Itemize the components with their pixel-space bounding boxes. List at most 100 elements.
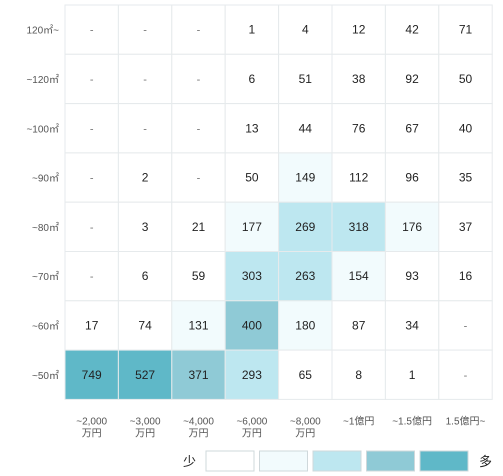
heatmap-cell bbox=[384, 103, 440, 154]
column-label: ~2,000 bbox=[76, 416, 107, 427]
cell-value-label: 34 bbox=[405, 318, 419, 332]
cell-value-label: - bbox=[197, 123, 201, 135]
column-label: ~8,000 bbox=[290, 416, 321, 427]
cell-value-label: 112 bbox=[349, 171, 368, 185]
column-label: 万円 bbox=[82, 428, 102, 439]
cell-value-label: - bbox=[143, 123, 147, 135]
cell-value-label: 50 bbox=[245, 171, 259, 185]
column-labels: ~2,000万円~3,000万円~4,000万円~6,000万円~8,000万円… bbox=[76, 414, 485, 439]
cell-value-label: 92 bbox=[405, 72, 419, 86]
legend-swatch bbox=[366, 450, 415, 472]
cell-value-label: 65 bbox=[299, 368, 313, 382]
column-label: 万円 bbox=[295, 428, 315, 439]
heatmap-cell bbox=[224, 152, 280, 203]
cell-value-label: 51 bbox=[299, 72, 313, 86]
heatmap-cell bbox=[224, 349, 280, 400]
cell-value-label: 21 bbox=[192, 220, 206, 234]
row-label: ~120㎡ bbox=[26, 74, 59, 86]
cell-value-label: 303 bbox=[242, 269, 262, 283]
cell-value-label: - bbox=[90, 271, 94, 283]
cell-value-label: 93 bbox=[405, 269, 419, 283]
row-label: ~100㎡ bbox=[26, 123, 59, 135]
cell-value-label: 2 bbox=[142, 171, 149, 185]
cell-value-label: 74 bbox=[138, 318, 152, 332]
heatmap-cell bbox=[438, 349, 493, 400]
heatmap-cell bbox=[117, 4, 173, 55]
row-label: ~90㎡ bbox=[32, 173, 59, 185]
cell-value-label: 67 bbox=[405, 121, 419, 135]
cell-value-label: 1 bbox=[409, 368, 416, 382]
heatmap-cell bbox=[117, 103, 173, 154]
heatmap-cell bbox=[64, 349, 119, 400]
column-label: 1.5億円~ bbox=[446, 414, 486, 427]
heatmap-cell bbox=[64, 4, 119, 55]
row-label: ~50㎡ bbox=[32, 370, 59, 382]
cell-value-label: 87 bbox=[352, 318, 366, 332]
heatmap-cell bbox=[331, 4, 386, 55]
heatmap-cell bbox=[171, 349, 226, 400]
cell-value-label: 76 bbox=[352, 121, 366, 135]
heatmap-cell bbox=[278, 152, 333, 203]
heatmap-cell bbox=[438, 201, 493, 252]
cell-value-label: 371 bbox=[188, 368, 208, 382]
cell-value-label: 16 bbox=[459, 269, 473, 283]
cell-value-label: 527 bbox=[135, 368, 155, 382]
heatmap-cell bbox=[438, 103, 493, 154]
heatmap-cell bbox=[64, 103, 119, 154]
heatmap-cell bbox=[171, 4, 226, 55]
row-label: ~70㎡ bbox=[32, 271, 59, 283]
heatmap-cell bbox=[331, 53, 386, 105]
heatmap-cell bbox=[331, 349, 386, 400]
legend-swatches bbox=[205, 450, 469, 472]
heatmap-cell bbox=[278, 251, 333, 302]
cell-value-label: 44 bbox=[299, 121, 313, 135]
heatmap-cell bbox=[438, 4, 493, 55]
cell-value-label: 40 bbox=[459, 121, 473, 135]
cell-value-label: 37 bbox=[459, 220, 473, 234]
heatmap-cell bbox=[384, 251, 440, 302]
cell-value-label: - bbox=[143, 25, 147, 37]
heatmap-cell bbox=[171, 251, 226, 302]
cell-value-label: - bbox=[464, 370, 468, 382]
cell-value-label: 17 bbox=[85, 318, 99, 332]
cell-value-label: 177 bbox=[242, 220, 262, 234]
legend-high-label: 多 bbox=[479, 454, 492, 469]
legend-swatch bbox=[259, 450, 308, 472]
cell-value-label: 293 bbox=[242, 368, 262, 382]
heatmap-cell bbox=[331, 251, 386, 302]
column-label: 万円 bbox=[189, 428, 209, 439]
cell-value-label: 13 bbox=[245, 121, 259, 135]
cell-value-label: 318 bbox=[349, 220, 369, 234]
cell-value-label: 400 bbox=[242, 318, 262, 332]
heatmap-cell bbox=[64, 152, 119, 203]
legend-low-label: 少 bbox=[183, 454, 196, 469]
cell-value-label: 749 bbox=[82, 368, 102, 382]
legend: 少 多 bbox=[183, 450, 492, 472]
heatmap-cell bbox=[171, 300, 226, 351]
heatmap-cell bbox=[64, 300, 119, 351]
cell-value-label: 50 bbox=[459, 72, 473, 86]
cell-value-label: - bbox=[143, 74, 147, 86]
cell-value-label: 42 bbox=[405, 23, 419, 37]
heatmap-cell bbox=[438, 300, 493, 351]
heatmap-cell bbox=[384, 152, 440, 203]
row-label: 120㎡~ bbox=[26, 25, 59, 37]
cell-value-label: 131 bbox=[188, 318, 208, 332]
cell-value-label: 4 bbox=[302, 23, 309, 37]
cell-value-label: 176 bbox=[402, 220, 422, 234]
cell-value-label: 12 bbox=[352, 23, 366, 37]
cell-value-label: 269 bbox=[295, 220, 315, 234]
column-label: ~4,000 bbox=[183, 416, 214, 427]
heatmap-cell bbox=[438, 53, 493, 105]
row-label: ~80㎡ bbox=[32, 222, 59, 234]
cell-value-label: 71 bbox=[459, 23, 473, 37]
cell-value-label: - bbox=[197, 74, 201, 86]
cell-value-label: - bbox=[90, 123, 94, 135]
heatmap-cell bbox=[171, 152, 226, 203]
cell-value-label: - bbox=[197, 173, 201, 185]
cell-value-label: - bbox=[90, 222, 94, 234]
heatmap-cell bbox=[224, 201, 280, 252]
cell-value-label: - bbox=[464, 320, 468, 332]
heatmap-cell bbox=[171, 103, 226, 154]
